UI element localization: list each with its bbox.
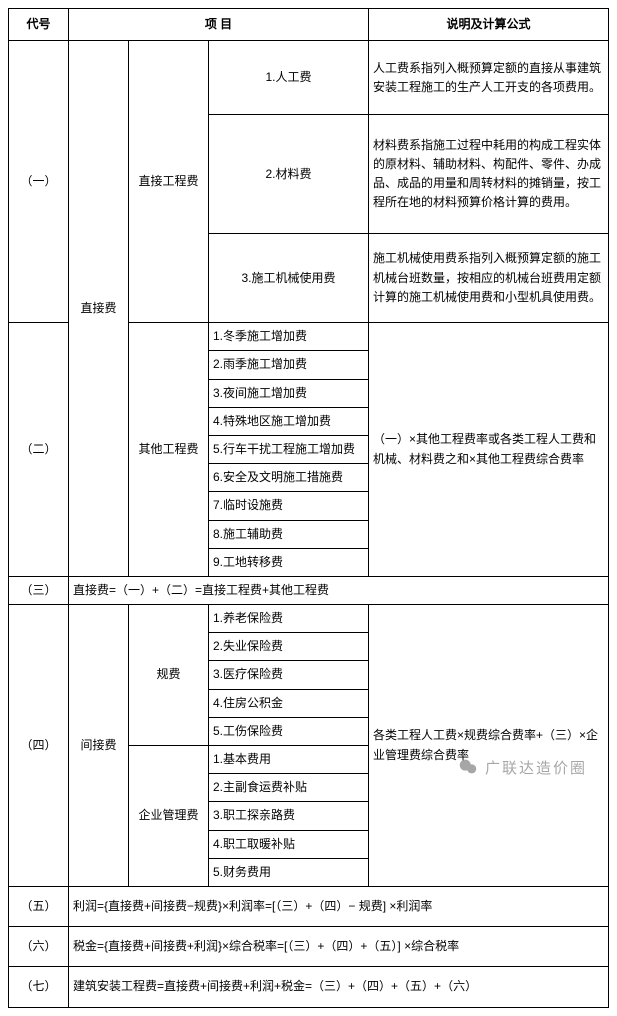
material-fee-desc: 材料费系指施工过程中耗用的构成工程实体的原材料、辅助材料、构配件、零件、办成品、…	[369, 115, 609, 234]
labor-fee-label: 1.人工费	[209, 41, 369, 115]
machine-fee-desc: 施工机械使用费系指列入概预算定额的施工机械台班数量，按相应的机械台班费用定额计算…	[369, 234, 609, 323]
mgmt-b4: 4.职工取暖补贴	[209, 830, 369, 858]
row-4-1: （四） 间接费 规费 1.养老保险费 各类工程人工费×规费综合费率+（三）×企业…	[9, 605, 609, 633]
indirect-desc: 各类工程人工费×规费综合费率+（三）×企业管理费综合费率	[369, 605, 609, 887]
gui-a3: 3.医疗保险费	[209, 661, 369, 689]
formula-5: 利润={直接费+间接费−规费}×利润率=[（三）+（四）− 规费] ×利润率	[69, 886, 609, 926]
code-6: （六）	[9, 927, 69, 967]
machine-fee-label: 3.施工机械使用费	[209, 234, 369, 323]
row-5: （五） 利润={直接费+间接费−规费}×利润率=[（三）+（四）− 规费] ×利…	[9, 886, 609, 926]
material-fee-label: 2.材料费	[209, 115, 369, 234]
other-proj-fee: 其他工程费	[129, 323, 209, 577]
code-5: （五）	[9, 886, 69, 926]
mgmt-b2: 2.主副食运费补贴	[209, 774, 369, 802]
gui-a5: 5.工伤保险费	[209, 717, 369, 745]
other-i6: 6.安全及文明施工措施费	[209, 464, 369, 492]
row-6: （六） 税金={直接费+间接费+利润}×综合税率=[（三）+（四）+（五）] ×…	[9, 927, 609, 967]
row-7: （七） 建筑安装工程费=直接费+间接费+利润+税金=（三）+（四）+（五）+（六…	[9, 967, 609, 1007]
other-i5: 5.行车干扰工程施工增加费	[209, 435, 369, 463]
code-7: （七）	[9, 967, 69, 1007]
indirect-fee: 间接费	[69, 605, 129, 887]
other-i7: 7.临时设施费	[209, 492, 369, 520]
gui-a2: 2.失业保险费	[209, 633, 369, 661]
other-i3: 3.夜间施工增加费	[209, 379, 369, 407]
direct-proj-fee: 直接工程费	[129, 41, 209, 323]
formula-7: 建筑安装工程费=直接费+间接费+利润+税金=（三）+（四）+（五）+（六）	[69, 967, 609, 1007]
header-code: 代号	[9, 9, 69, 41]
cost-table: 代号 项 目 说明及计算公式 （一） 直接费 直接工程费 1.人工费 人工费系指…	[8, 8, 609, 1008]
code-1: （一）	[9, 41, 69, 323]
header-desc: 说明及计算公式	[369, 9, 609, 41]
table-header-row: 代号 项 目 说明及计算公式	[9, 9, 609, 41]
formula-6: 税金={直接费+间接费+利润}×综合税率=[（三）+（四）+（五）] ×综合税率	[69, 927, 609, 967]
gui-a1: 1.养老保险费	[209, 605, 369, 633]
mgmt-fee: 企业管理费	[129, 746, 209, 887]
other-i2: 2.雨季施工增加费	[209, 351, 369, 379]
code-2: （二）	[9, 323, 69, 577]
gui-fee: 规费	[129, 605, 209, 746]
other-i9: 9.工地转移费	[209, 548, 369, 576]
formula-3: 直接费=（一）+（二）=直接工程费+其他工程费	[69, 576, 609, 604]
mgmt-b1: 1.基本费用	[209, 746, 369, 774]
mgmt-b5: 5.财务费用	[209, 858, 369, 886]
header-item: 项 目	[69, 9, 369, 41]
direct-fee: 直接费	[69, 41, 129, 577]
other-i4: 4.特殊地区施工增加费	[209, 407, 369, 435]
other-desc: （一）×其他工程费率或各类工程人工费和机械、材料费之和×其他工程费综合费率	[369, 323, 609, 577]
row-3: （三） 直接费=（一）+（二）=直接工程费+其他工程费	[9, 576, 609, 604]
other-i1: 1.冬季施工增加费	[209, 323, 369, 351]
gui-a4: 4.住房公积金	[209, 689, 369, 717]
other-i8: 8.施工辅助费	[209, 520, 369, 548]
code-4: （四）	[9, 605, 69, 887]
row-1-1: （一） 直接费 直接工程费 1.人工费 人工费系指列入概预算定额的直接从事建筑安…	[9, 41, 609, 115]
labor-fee-desc: 人工费系指列入概预算定额的直接从事建筑安装工程施工的生产人工开支的各项费用。	[369, 41, 609, 115]
code-3: （三）	[9, 576, 69, 604]
